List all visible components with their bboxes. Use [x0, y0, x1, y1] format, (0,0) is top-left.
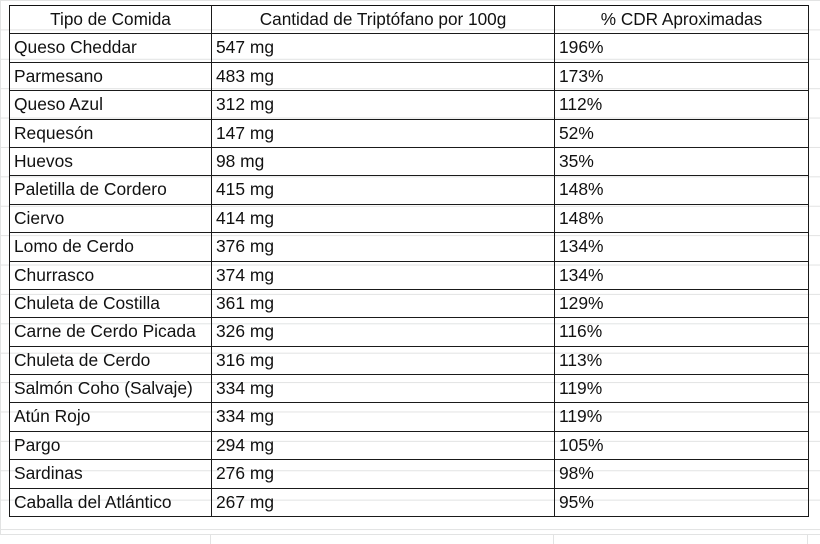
cell-food-type[interactable]: Atún Rojo	[9, 402, 212, 432]
table-row: Atún Rojo 334 mg 119%	[9, 402, 809, 432]
table-row: Parmesano 483 mg 173%	[9, 61, 809, 92]
table-header: Tipo de Comida Cantidad de Triptófano po…	[9, 4, 809, 35]
cell-tryptophan-amount[interactable]: 374 mg	[211, 260, 555, 290]
cell-food-type[interactable]: Requesón	[9, 118, 212, 148]
table-row: Salmón Coho (Salvaje) 334 mg 119%	[9, 374, 809, 404]
cell-food-type[interactable]: Carne de Cerdo Picada	[9, 317, 212, 347]
cell-rda-percent[interactable]: 119%	[554, 402, 809, 432]
cell-food-type[interactable]: Lomo de Cerdo	[9, 232, 212, 262]
cell-food-type[interactable]: Queso Cheddar	[9, 33, 212, 63]
grid-line	[210, 535, 211, 544]
cell-tryptophan-amount[interactable]: 334 mg	[211, 402, 555, 432]
cell-tryptophan-amount[interactable]: 326 mg	[211, 317, 555, 347]
cell-tryptophan-amount[interactable]: 276 mg	[211, 459, 555, 489]
table-row: Lomo de Cerdo 376 mg 134%	[9, 232, 809, 262]
header-tryptophan-amount[interactable]: Cantidad de Triptófano por 100g	[211, 4, 555, 35]
cell-tryptophan-amount[interactable]: 267 mg	[211, 487, 555, 518]
cell-food-type[interactable]: Sardinas	[9, 459, 212, 489]
cell-food-type[interactable]: Pargo	[9, 430, 212, 461]
table-row: Huevos 98 mg 35%	[9, 146, 809, 177]
cell-tryptophan-amount[interactable]: 316 mg	[211, 345, 555, 376]
cell-food-type[interactable]: Salmón Coho (Salvaje)	[9, 374, 212, 404]
cell-food-type[interactable]: Churrasco	[9, 260, 212, 290]
cell-food-type[interactable]: Caballa del Atlántico	[9, 487, 212, 518]
table-row: Ciervo 414 mg 148%	[9, 203, 809, 234]
table-row: Chuleta de Costilla 361 mg 129%	[9, 288, 809, 319]
cell-tryptophan-amount[interactable]: 415 mg	[211, 175, 555, 205]
grid-line	[807, 535, 808, 544]
header-food-type[interactable]: Tipo de Comida	[9, 4, 212, 35]
tryptophan-table: Tipo de Comida Cantidad de Triptófano po…	[9, 4, 809, 518]
empty-grid-row	[0, 534, 820, 544]
cell-food-type[interactable]: Huevos	[9, 146, 212, 177]
table-row: Pargo 294 mg 105%	[9, 430, 809, 461]
table-row: Caballa del Atlántico 267 mg 95%	[9, 487, 809, 518]
cell-rda-percent[interactable]: 134%	[554, 260, 809, 290]
cell-tryptophan-amount[interactable]: 547 mg	[211, 33, 555, 63]
table-row: Chuleta de Cerdo 316 mg 113%	[9, 345, 809, 376]
cell-food-type[interactable]: Queso Azul	[9, 90, 212, 120]
cell-tryptophan-amount[interactable]: 147 mg	[211, 118, 555, 148]
cell-rda-percent[interactable]: 35%	[554, 146, 809, 177]
header-rda-percent[interactable]: % CDR Aproximadas	[554, 4, 809, 35]
cell-rda-percent[interactable]: 112%	[554, 90, 809, 120]
cell-rda-percent[interactable]: 52%	[554, 118, 809, 148]
cell-rda-percent[interactable]: 95%	[554, 487, 809, 518]
cell-rda-percent[interactable]: 148%	[554, 203, 809, 234]
cell-rda-percent[interactable]: 129%	[554, 288, 809, 319]
table-body: Queso Cheddar 547 mg 196% Parmesano 483 mg 17…	[9, 33, 809, 518]
cell-tryptophan-amount[interactable]: 361 mg	[211, 288, 555, 319]
header-row: Tipo de Comida Cantidad de Triptófano po…	[9, 4, 809, 35]
cell-rda-percent[interactable]: 119%	[554, 374, 809, 404]
table-row: Queso Azul 312 mg 112%	[9, 90, 809, 120]
cell-tryptophan-amount[interactable]: 98 mg	[211, 146, 555, 177]
cell-tryptophan-amount[interactable]: 376 mg	[211, 232, 555, 262]
cell-tryptophan-amount[interactable]: 483 mg	[211, 61, 555, 92]
table-row: Queso Cheddar 547 mg 196%	[9, 33, 809, 63]
cell-tryptophan-amount[interactable]: 414 mg	[211, 203, 555, 234]
cell-food-type[interactable]: Chuleta de Costilla	[9, 288, 212, 319]
cell-rda-percent[interactable]: 134%	[554, 232, 809, 262]
cell-rda-percent[interactable]: 113%	[554, 345, 809, 376]
cell-tryptophan-amount[interactable]: 312 mg	[211, 90, 555, 120]
table-row: Requesón 147 mg 52%	[9, 118, 809, 148]
cell-rda-percent[interactable]: 116%	[554, 317, 809, 347]
cell-rda-percent[interactable]: 148%	[554, 175, 809, 205]
cell-food-type[interactable]: Paletilla de Cordero	[9, 175, 212, 205]
cell-rda-percent[interactable]: 173%	[554, 61, 809, 92]
cell-food-type[interactable]: Ciervo	[9, 203, 212, 234]
cell-food-type[interactable]: Chuleta de Cerdo	[9, 345, 212, 376]
cell-rda-percent[interactable]: 98%	[554, 459, 809, 489]
cell-tryptophan-amount[interactable]: 334 mg	[211, 374, 555, 404]
table-row: Paletilla de Cordero 415 mg 148%	[9, 175, 809, 205]
table-row: Churrasco 374 mg 134%	[9, 260, 809, 290]
cell-food-type[interactable]: Parmesano	[9, 61, 212, 92]
table-row: Carne de Cerdo Picada 326 mg 116%	[9, 317, 809, 347]
table-row: Sardinas 276 mg 98%	[9, 459, 809, 489]
cell-tryptophan-amount[interactable]: 294 mg	[211, 430, 555, 461]
cell-rda-percent[interactable]: 105%	[554, 430, 809, 461]
cell-rda-percent[interactable]: 196%	[554, 33, 809, 63]
grid-line	[553, 535, 554, 544]
